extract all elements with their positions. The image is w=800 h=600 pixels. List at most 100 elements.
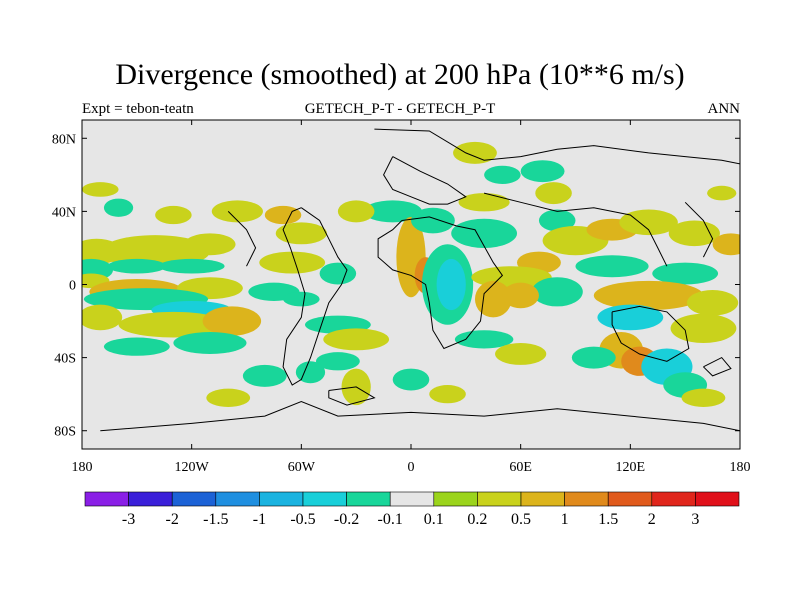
- divergence-region-69: [242, 364, 287, 387]
- divergence-region-23: [259, 251, 326, 274]
- colorbar-swatch-14: [651, 491, 696, 507]
- colorbar-swatch-9: [433, 491, 478, 507]
- coastline-10: [227, 211, 257, 267]
- colorbar-label: 0.1: [424, 511, 444, 528]
- colorbar-swatch-1: [84, 491, 129, 507]
- colorbar-swatch-12: [564, 491, 609, 507]
- divergence-region-35: [436, 258, 466, 311]
- colorbar-swatch-10: [477, 491, 522, 507]
- colorbar-label: -0.2: [334, 511, 359, 528]
- coastline-layer: [100, 128, 740, 432]
- divergence-region-42: [538, 209, 576, 232]
- divergence-region-36: [451, 218, 518, 248]
- y-tick-label: 40S: [54, 352, 76, 367]
- coastline-7: [611, 305, 690, 362]
- x-tick-label: 120E: [616, 460, 646, 475]
- divergence-region-65: [571, 346, 616, 369]
- divergence-region-50: [712, 233, 740, 256]
- colorbar-label: -0.5: [290, 511, 315, 528]
- divergence-region-41: [535, 182, 572, 205]
- coastline-8: [703, 356, 732, 377]
- divergence-region-59: [670, 313, 737, 343]
- colorbar-label: 1: [561, 511, 569, 528]
- divergence-region-52: [652, 262, 719, 285]
- divergence-region-73: [429, 385, 466, 404]
- coastline-6: [483, 192, 668, 267]
- divergence-region-26: [283, 291, 320, 307]
- divergence-region-67: [495, 342, 547, 365]
- experiment-label: Expt = tebon-teatn: [82, 101, 194, 117]
- y-tick-label: 80S: [54, 425, 76, 440]
- season-label: ANN: [707, 101, 741, 117]
- y-tick-label: 0: [69, 279, 76, 294]
- divergence-region-68: [206, 388, 251, 407]
- colorbar-label: -1.5: [203, 511, 228, 528]
- divergence-region-57: [686, 289, 739, 316]
- coastline-3: [100, 400, 740, 432]
- colorbar-swatch-15: [695, 491, 740, 507]
- divergence-region-40: [458, 193, 510, 212]
- divergence-region-49: [668, 220, 720, 247]
- divergence-region-16: [103, 337, 170, 356]
- x-tick-label: 120W: [175, 460, 210, 475]
- colorbar-swatch-13: [607, 491, 653, 507]
- divergence-region-7: [158, 258, 225, 274]
- divergence-region-20: [211, 200, 263, 223]
- colorbar-label: -1: [253, 511, 266, 528]
- divergence-region-4: [184, 233, 236, 256]
- coastline-9: [328, 386, 376, 406]
- colorbar-label: 2: [648, 511, 656, 528]
- divergence-region-43: [520, 160, 565, 183]
- x-tick-label: 60W: [288, 460, 316, 475]
- divergence-region-15: [202, 306, 262, 336]
- divergence-region-6: [107, 258, 167, 274]
- divergence-region-18: [103, 198, 134, 217]
- divergence-region-19: [155, 205, 192, 225]
- colorbar-swatch-7: [346, 491, 391, 507]
- coastline-4: [282, 207, 348, 386]
- colorbar-swatch-3: [171, 491, 217, 507]
- divergence-region-74: [82, 182, 119, 197]
- divergence-region-17: [173, 332, 247, 354]
- divergence-region-51: [575, 255, 649, 278]
- divergence-region-22: [275, 222, 327, 245]
- divergence-region-48: [619, 209, 678, 236]
- divergence-region-54: [474, 280, 512, 318]
- colorbar-label: 3: [691, 511, 699, 528]
- divergence-region-31: [337, 200, 375, 223]
- divergence-region-21: [264, 205, 302, 225]
- chart-title: Divergence (smoothed) at 200 hPa (10**6 …: [115, 58, 685, 91]
- colorbar-label: -3: [122, 511, 135, 528]
- colorbar-label: 0.2: [467, 511, 487, 528]
- y-tick-label: 40N: [52, 205, 76, 220]
- divergence-region-38: [484, 165, 521, 184]
- coastline-11: [684, 201, 714, 258]
- divergence-region-24: [319, 262, 357, 285]
- divergence-region-29: [315, 352, 360, 371]
- divergence-region-37: [411, 207, 455, 234]
- colorbar-swatch-5: [259, 491, 304, 507]
- colorbar-swatch-4: [215, 491, 260, 507]
- divergence-region-39: [453, 141, 497, 164]
- x-tick-label: 60E: [509, 460, 532, 475]
- divergence-region-72: [392, 368, 430, 391]
- colorbar-swatch-2: [128, 491, 173, 507]
- x-tick-label: 180: [72, 460, 93, 475]
- coastline-5: [377, 216, 504, 350]
- divergence-region-53: [531, 277, 583, 307]
- divergence-region-64: [681, 388, 726, 407]
- divergence-field: [82, 141, 740, 407]
- colorbar-label: 0.5: [511, 511, 531, 528]
- divergence-region-30: [363, 200, 422, 223]
- divergence-region-58: [597, 304, 664, 331]
- colorbar-label: 1.5: [598, 511, 618, 528]
- divergence-region-56: [593, 280, 704, 311]
- coastline-1: [374, 128, 740, 165]
- colorbar-label: -0.1: [378, 511, 403, 528]
- colorbar-swatch-11: [520, 491, 565, 507]
- divergence-region-75: [707, 185, 737, 201]
- colorbar-label: -2: [166, 511, 179, 528]
- colorbar: -3 -2 -1.5 -1 -0.5 -0.2 -0.1 0.1 0.2 0.5 1 1.5 2 3: [84, 491, 740, 528]
- axes: 180 120W 60W 0 60E 120E 180 80N 40N 0 40S 80S: [52, 120, 751, 475]
- dataset-label: GETECH_P-T - GETECH_P-T: [304, 101, 496, 117]
